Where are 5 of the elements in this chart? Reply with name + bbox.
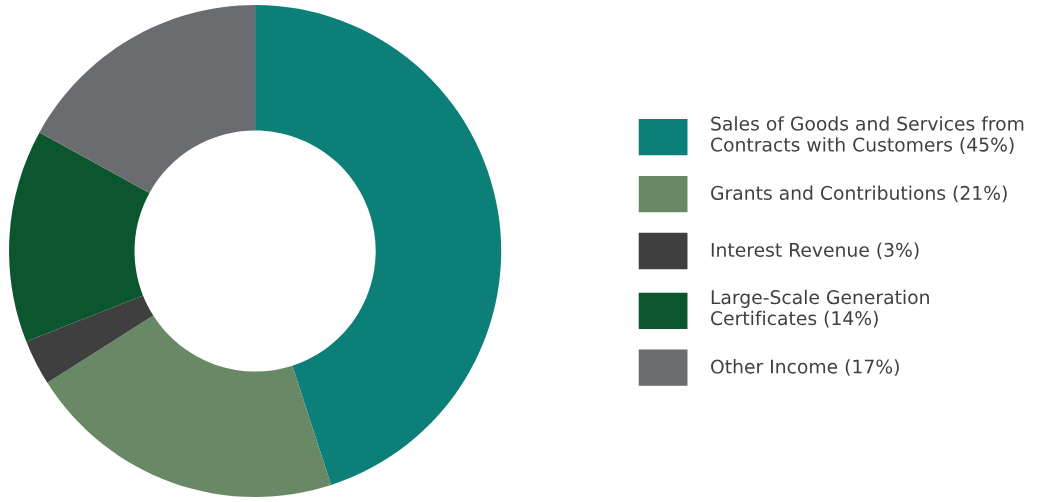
legend-label: Grants and Contributions (21%) xyxy=(711,185,1007,203)
legend-label: Sales of Goods and Services from Contracts with Customers (45%) xyxy=(711,116,1024,154)
legend-label: Other Income (17%) xyxy=(711,359,899,376)
legend-label: Large-Scale Generation Certificates (14%) xyxy=(711,289,929,328)
legend-label: Interest Revenue (3%) xyxy=(711,242,919,260)
